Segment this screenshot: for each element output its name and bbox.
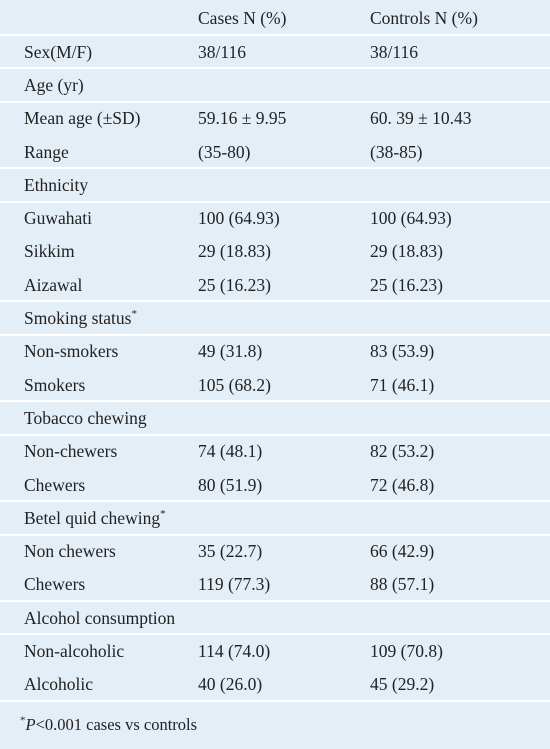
cell-value: 40 (26.0) — [198, 674, 263, 695]
cell-value: 29 (18.83) — [370, 241, 443, 262]
row-separator — [0, 34, 550, 36]
row-label: Range — [24, 141, 69, 162]
cell-value: 38/116 — [198, 41, 246, 62]
row-separator — [0, 300, 550, 303]
footnote-italic: P — [25, 715, 36, 734]
cell-value: 71 (46.1) — [370, 374, 435, 395]
cell-value: 83 (53.9) — [370, 341, 435, 362]
cell-value: (35-80) — [198, 141, 251, 162]
cell-value: 72 (46.8) — [370, 474, 435, 495]
cell-value: 80 (51.9) — [198, 474, 263, 495]
group-title: Ethnicity — [24, 174, 89, 195]
row-label: Guwahati — [24, 208, 93, 229]
row-separator — [0, 333, 550, 336]
cell-value: 49 (31.8) — [198, 341, 263, 362]
cell-value: 45 (29.2) — [370, 674, 435, 695]
row-separator — [0, 433, 550, 436]
cell-value: 109 (70.8) — [370, 641, 443, 662]
row-label: Non chewers — [24, 541, 116, 562]
cell-value: 60. 39 ± 10.43 — [370, 108, 472, 129]
footnote-mark: * — [131, 308, 137, 321]
row-label: Non-smokers — [24, 341, 119, 362]
cell-value: 25 (16.23) — [370, 274, 443, 295]
row-separator — [0, 67, 550, 70]
row-separator — [0, 100, 550, 103]
group-title: Betel quid chewing* — [24, 507, 166, 528]
row-label: Non-alcoholic — [24, 641, 125, 662]
row-separator — [0, 700, 550, 702]
row-separator — [0, 200, 550, 203]
cell-value: 88 (57.1) — [370, 574, 435, 595]
row-separator — [0, 633, 550, 636]
cell-value: 100 (64.93) — [370, 208, 452, 229]
cell-value: 100 (64.93) — [198, 208, 280, 229]
cell-value: 74 (48.1) — [198, 441, 263, 462]
row-separator — [0, 500, 550, 503]
cell-value: 66 (42.9) — [370, 541, 435, 562]
row-label: Chewers — [24, 474, 86, 495]
row-label: Aizawal — [24, 274, 83, 295]
row-label: Mean age (±SD) — [24, 108, 141, 129]
row-label: Chewers — [24, 574, 86, 595]
column-header: Controls N (%) — [370, 7, 478, 28]
footnote-text: <0.001 cases vs controls — [35, 715, 198, 734]
row-label: Non-chewers — [24, 441, 118, 462]
footnote: *P<0.001 cases vs controls — [20, 715, 197, 735]
cell-value: 25 (16.23) — [198, 274, 271, 295]
row-separator — [0, 400, 550, 403]
row-separator — [0, 600, 550, 603]
group-title: Smoking status* — [24, 308, 137, 329]
column-header: Cases N (%) — [198, 7, 287, 28]
cell-value: (38-85) — [370, 141, 423, 162]
cell-value: 29 (18.83) — [198, 241, 271, 262]
row-label: Alcoholic — [24, 674, 94, 695]
cell-value: 82 (53.2) — [370, 441, 435, 462]
footnote-mark: * — [160, 508, 166, 521]
row-label: Sex(M/F) — [24, 41, 93, 62]
cell-value: 59.16 ± 9.95 — [198, 108, 287, 129]
group-title: Age (yr) — [24, 74, 84, 95]
cell-value: 38/116 — [370, 41, 418, 62]
row-separator — [0, 167, 550, 170]
cell-value: 35 (22.7) — [198, 541, 263, 562]
cell-value: 114 (74.0) — [198, 641, 271, 662]
footnote-mark: * — [20, 714, 26, 727]
cell-value: 119 (77.3) — [198, 574, 271, 595]
row-label: Sikkim — [24, 241, 75, 262]
cell-value: 105 (68.2) — [198, 374, 271, 395]
group-title: Alcohol consumption — [24, 607, 176, 628]
group-title: Tobacco chewing — [24, 407, 147, 428]
row-separator — [0, 533, 550, 536]
row-label: Smokers — [24, 374, 86, 395]
